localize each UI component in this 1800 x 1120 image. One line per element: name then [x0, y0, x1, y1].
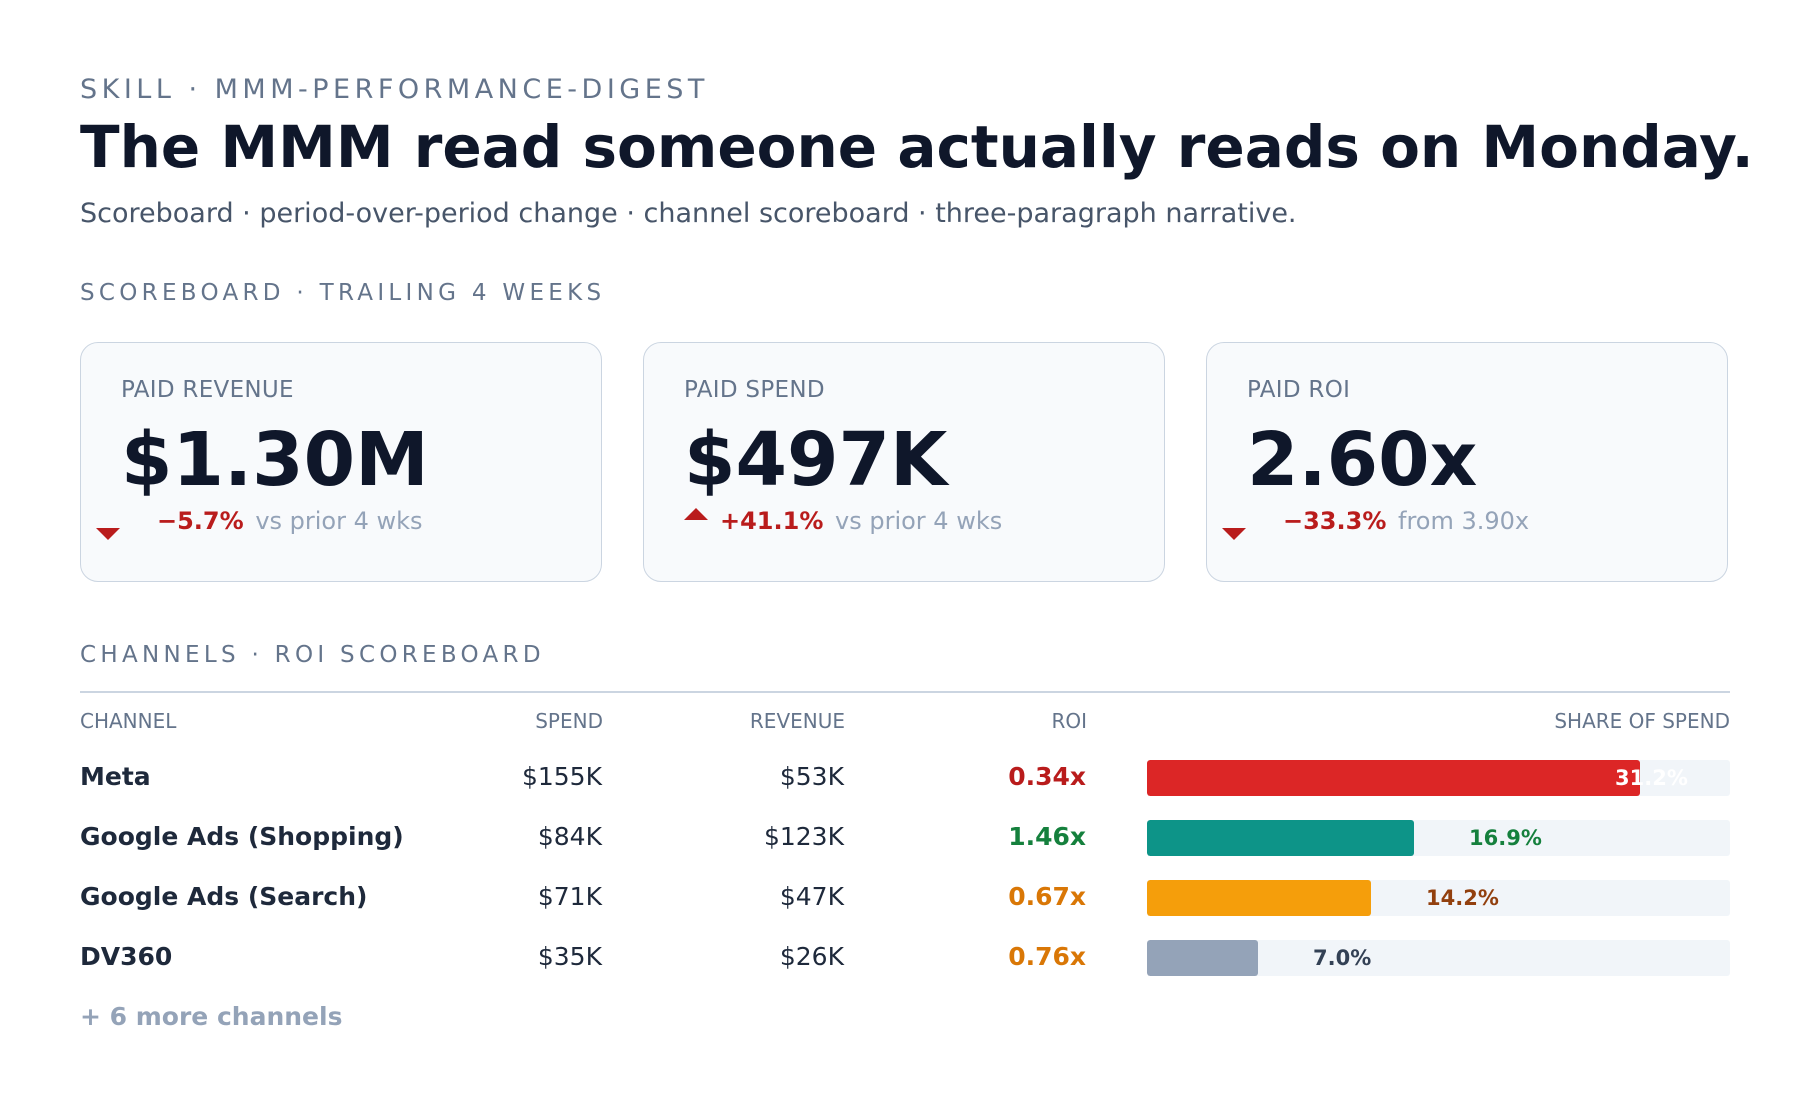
channel-revenue: $53K: [779, 762, 844, 791]
share-label: 7.0%: [1313, 946, 1372, 970]
share-label: 31.2%: [1615, 766, 1688, 790]
share-bar-track: [1147, 760, 1730, 796]
more-channels-link[interactable]: + 6 more channels: [80, 1002, 343, 1031]
share-bar-track: [1147, 820, 1730, 856]
share-label: 16.9%: [1469, 826, 1542, 850]
column-header-share: SHARE OF SPEND: [1554, 709, 1730, 733]
scoreboard-section-label: SCOREBOARD · TRAILING 4 WEEKS: [80, 280, 606, 306]
share-bar-fill: [1147, 940, 1258, 976]
channels-section-label: CHANNELS · ROI SCOREBOARD: [80, 642, 545, 668]
channel-revenue: $47K: [779, 882, 844, 911]
channel-name: Google Ads (Shopping): [80, 822, 404, 851]
channel-name: Google Ads (Search): [80, 882, 368, 911]
kpi-delta-row: −5.7% vs prior 4 wks: [157, 507, 423, 535]
share-bar-track: [1147, 940, 1730, 976]
table-row: Google Ads (Search) $71K $47K 0.67x 14.2%: [0, 880, 1800, 932]
channel-roi: 1.46x: [1008, 822, 1086, 851]
channel-spend: $155K: [521, 762, 602, 791]
page-subtitle: Scoreboard · period-over-period change ·…: [80, 198, 1297, 229]
kpi-card-paid-spend: PAID SPEND $497K +41.1% vs prior 4 wks: [643, 342, 1165, 582]
kpi-label: PAID SPEND: [684, 377, 825, 403]
share-bar-fill: [1147, 760, 1640, 796]
table-row: Meta $155K $53K 0.34x 31.2%: [0, 760, 1800, 812]
column-header-revenue: REVENUE: [749, 709, 845, 733]
channel-spend: $84K: [537, 822, 602, 851]
channel-roi: 0.67x: [1008, 882, 1086, 911]
share-bar-fill: [1147, 880, 1371, 916]
share-bar-track: [1147, 880, 1730, 916]
kpi-delta: −33.3%: [1283, 507, 1387, 535]
trend-down-icon: [1222, 528, 1246, 540]
channel-spend: $35K: [537, 942, 602, 971]
kpi-delta-row: +41.1% vs prior 4 wks: [720, 507, 1002, 535]
column-header-channel: CHANNEL: [80, 709, 177, 733]
table-row: DV360 $35K $26K 0.76x 7.0%: [0, 940, 1800, 992]
channel-name: Meta: [80, 762, 151, 791]
trend-down-icon: [96, 528, 120, 540]
kpi-delta-note: from 3.90x: [1398, 507, 1530, 535]
column-header-spend: SPEND: [535, 709, 603, 733]
kpi-value: $497K: [684, 417, 948, 503]
kpi-delta-row: −33.3% from 3.90x: [1283, 507, 1529, 535]
kpi-label: PAID REVENUE: [121, 377, 294, 403]
page-title: The MMM read someone actually reads on M…: [80, 113, 1754, 181]
eyebrow: SKILL · MMM-PERFORMANCE-DIGEST: [80, 74, 709, 105]
column-header-roi: ROI: [1051, 709, 1087, 733]
kpi-delta: +41.1%: [720, 507, 824, 535]
channel-roi: 0.76x: [1008, 942, 1086, 971]
channel-roi: 0.34x: [1008, 762, 1086, 791]
channel-revenue: $123K: [763, 822, 844, 851]
kpi-value: $1.30M: [121, 417, 429, 503]
kpi-delta-note: vs prior 4 wks: [835, 507, 1003, 535]
table-row: Google Ads (Shopping) $84K $123K 1.46x 16.9%: [0, 820, 1800, 872]
trend-up-icon: [684, 508, 708, 520]
kpi-delta-note: vs prior 4 wks: [255, 507, 423, 535]
kpi-value: 2.60x: [1247, 417, 1478, 503]
kpi-delta: −5.7%: [157, 507, 244, 535]
kpi-card-paid-roi: PAID ROI 2.60x −33.3% from 3.90x: [1206, 342, 1728, 582]
kpi-label: PAID ROI: [1247, 377, 1351, 403]
share-bar-fill: [1147, 820, 1414, 856]
channel-revenue: $26K: [779, 942, 844, 971]
channel-name: DV360: [80, 942, 173, 971]
channel-spend: $71K: [537, 882, 602, 911]
share-label: 14.2%: [1426, 886, 1499, 910]
table-divider: [80, 691, 1730, 693]
kpi-card-paid-revenue: PAID REVENUE $1.30M −5.7% vs prior 4 wks: [80, 342, 602, 582]
